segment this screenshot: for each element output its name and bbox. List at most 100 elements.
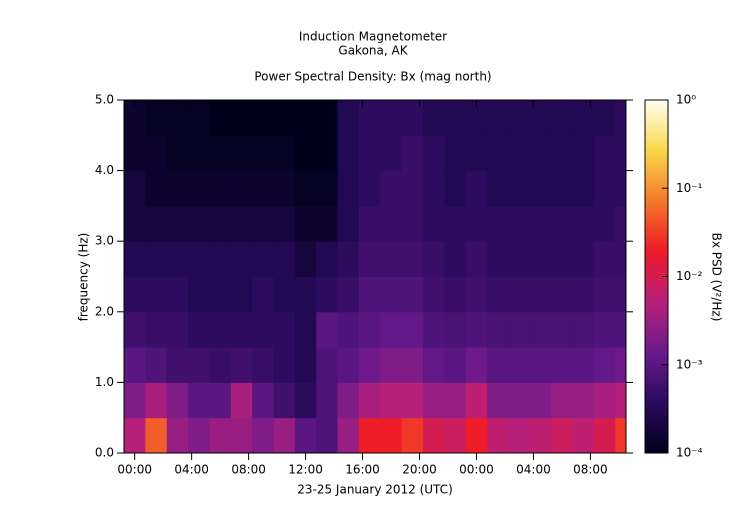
psd-cell	[380, 417, 403, 454]
psd-cell	[145, 100, 168, 136]
psd-cell	[358, 205, 381, 242]
psd-cell	[124, 241, 146, 277]
psd-cell	[145, 417, 168, 454]
psd-cell	[316, 417, 339, 454]
psd-cell	[209, 241, 232, 277]
psd-cell	[252, 135, 275, 172]
psd-cell	[529, 276, 552, 313]
psd-cell	[230, 205, 253, 242]
psd-cell	[487, 205, 510, 242]
psd-cell	[209, 170, 232, 207]
psd-cell	[209, 135, 232, 172]
psd-cell	[551, 311, 574, 348]
psd-cell	[188, 276, 210, 313]
psd-cell	[316, 170, 339, 207]
psd-cell	[444, 417, 467, 454]
psd-cell	[508, 135, 531, 172]
psd-cell	[529, 170, 552, 207]
psd-cell	[188, 135, 210, 172]
psd-cell	[572, 311, 595, 348]
psd-cell	[615, 205, 627, 242]
y-tick-label: 3.0	[95, 234, 114, 248]
psd-cell	[380, 347, 403, 383]
psd-cell	[230, 382, 253, 419]
psd-cell	[423, 417, 445, 454]
psd-cell	[358, 417, 381, 454]
psd-cell	[316, 100, 339, 136]
psd-cell	[209, 347, 232, 383]
plot-title: Power Spectral Density: Bx (mag north)	[254, 70, 491, 84]
psd-cell	[294, 311, 317, 348]
psd-cell	[401, 100, 424, 136]
psd-cell	[508, 241, 531, 277]
y-tick-label: 2.0	[95, 304, 114, 318]
psd-cell	[423, 382, 445, 419]
psd-cell	[337, 241, 360, 277]
psd-cell	[294, 241, 317, 277]
psd-cell	[465, 311, 488, 348]
psd-cell	[593, 347, 616, 383]
psd-cell	[529, 205, 552, 242]
psd-cell	[124, 417, 146, 454]
psd-cell	[188, 170, 210, 207]
psd-cell	[209, 417, 232, 454]
x-tick-label: 04:00	[174, 463, 209, 477]
psd-cell	[593, 135, 616, 172]
psd-cell	[401, 170, 424, 207]
psd-cell	[145, 347, 168, 383]
psd-cell	[572, 347, 595, 383]
psd-cell	[145, 170, 168, 207]
psd-cell	[252, 170, 275, 207]
x-tick-label: 20:00	[402, 463, 437, 477]
psd-cell	[145, 205, 168, 242]
psd-cell	[423, 276, 445, 313]
psd-cell	[423, 100, 445, 136]
psd-cell	[508, 347, 531, 383]
psd-cell	[252, 382, 275, 419]
psd-cell	[615, 135, 627, 172]
psd-cell	[615, 382, 627, 419]
psd-cell	[230, 170, 253, 207]
psd-cell	[551, 100, 574, 136]
psd-cell	[551, 170, 574, 207]
psd-cell	[572, 417, 595, 454]
x-tick-label: 00:00	[117, 463, 152, 477]
psd-cell	[401, 205, 424, 242]
psd-cell	[252, 347, 275, 383]
psd-cell	[487, 417, 510, 454]
y-tick-label: 4.0	[95, 163, 114, 177]
psd-cell	[508, 417, 531, 454]
psd-cell	[593, 382, 616, 419]
psd-cell	[294, 135, 317, 172]
psd-cell	[401, 311, 424, 348]
psd-cell	[615, 276, 627, 313]
psd-cell	[401, 417, 424, 454]
psd-cell	[423, 347, 445, 383]
psd-cell	[487, 347, 510, 383]
psd-cell	[572, 241, 595, 277]
psd-cell	[593, 170, 616, 207]
psd-cell	[615, 417, 627, 454]
psd-cell	[551, 382, 574, 419]
psd-cell	[166, 276, 189, 313]
psd-cell	[423, 241, 445, 277]
psd-cell	[252, 100, 275, 136]
psd-cell	[230, 347, 253, 383]
psd-cell	[444, 382, 467, 419]
psd-cell	[358, 311, 381, 348]
psd-cell	[188, 311, 210, 348]
psd-cell	[337, 205, 360, 242]
psd-cell	[316, 135, 339, 172]
psd-cell	[230, 100, 253, 136]
psd-cell	[401, 241, 424, 277]
psd-cell	[487, 135, 510, 172]
psd-cell	[401, 276, 424, 313]
x-tick-label: 08:00	[573, 463, 608, 477]
psd-cell	[529, 382, 552, 419]
psd-cell	[465, 170, 488, 207]
psd-cell	[273, 347, 296, 383]
psd-cell	[551, 276, 574, 313]
psd-cell	[273, 100, 296, 136]
y-tick-label: 0.0	[95, 446, 114, 460]
